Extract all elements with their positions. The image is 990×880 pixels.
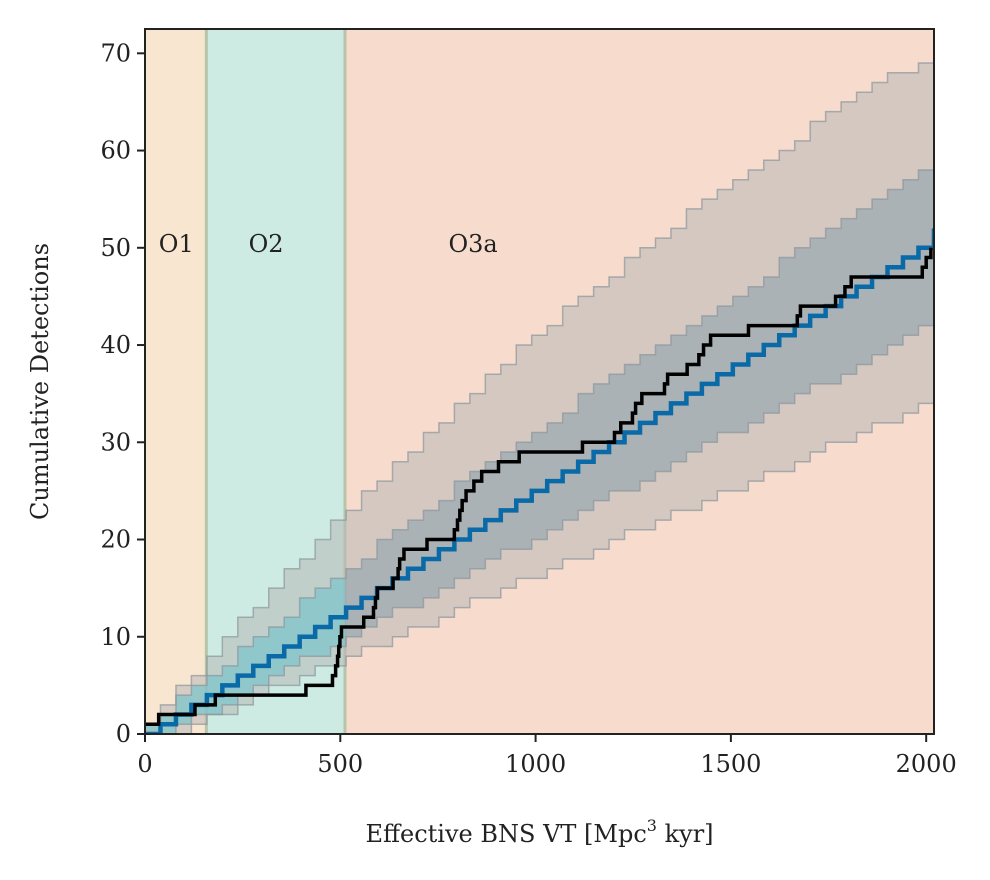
y-tick-label: 0	[116, 720, 131, 748]
x-tick-label: 1500	[700, 750, 761, 778]
y-axis-ticks: 0 10 20 30 40 50 60 70	[100, 39, 145, 748]
inner-band-lower-edge	[145, 324, 934, 734]
x-axis-label-main: Effective BNS VT [Mpc	[365, 820, 646, 848]
y-tick-label: 30	[100, 428, 131, 456]
label-o1: O1	[159, 230, 194, 258]
observing-run-labels: O1 O2 O3a	[159, 230, 498, 258]
y-tick-label: 50	[100, 234, 131, 262]
x-tick-label: 500	[317, 750, 363, 778]
label-o3a: O3a	[448, 230, 497, 258]
expected-detections-line	[145, 228, 934, 734]
y-tick-label: 20	[100, 526, 131, 554]
y-axis-label: Cumulative Detections	[26, 243, 54, 520]
region-o1	[145, 29, 207, 734]
x-axis-ticks: 0 500 1000 1500 2000	[137, 734, 957, 778]
outer-band-upper-edge	[145, 52, 934, 726]
series-lines	[145, 228, 934, 734]
y-tick-label: 60	[100, 137, 131, 165]
observed-detections-line	[145, 247, 933, 727]
plot-frame	[144, 28, 935, 735]
outer-band	[145, 53, 934, 734]
y-tick-label: 40	[100, 331, 131, 359]
x-axis-label-superscript: 3	[647, 816, 657, 835]
label-o2: O2	[249, 230, 284, 258]
x-axis-label-suffix: kyr]	[657, 820, 714, 848]
x-tick-label: 0	[137, 750, 152, 778]
x-tick-label: 1000	[505, 750, 566, 778]
x-tick-label: 2000	[896, 750, 957, 778]
inner-band-upper-edge	[145, 159, 934, 726]
outer-band-lower-edge	[145, 402, 934, 734]
x-axis-label: Effective BNS VT [Mpc3 kyr]	[365, 816, 713, 848]
y-tick-label: 70	[100, 39, 131, 67]
y-tick-label: 10	[100, 623, 131, 651]
